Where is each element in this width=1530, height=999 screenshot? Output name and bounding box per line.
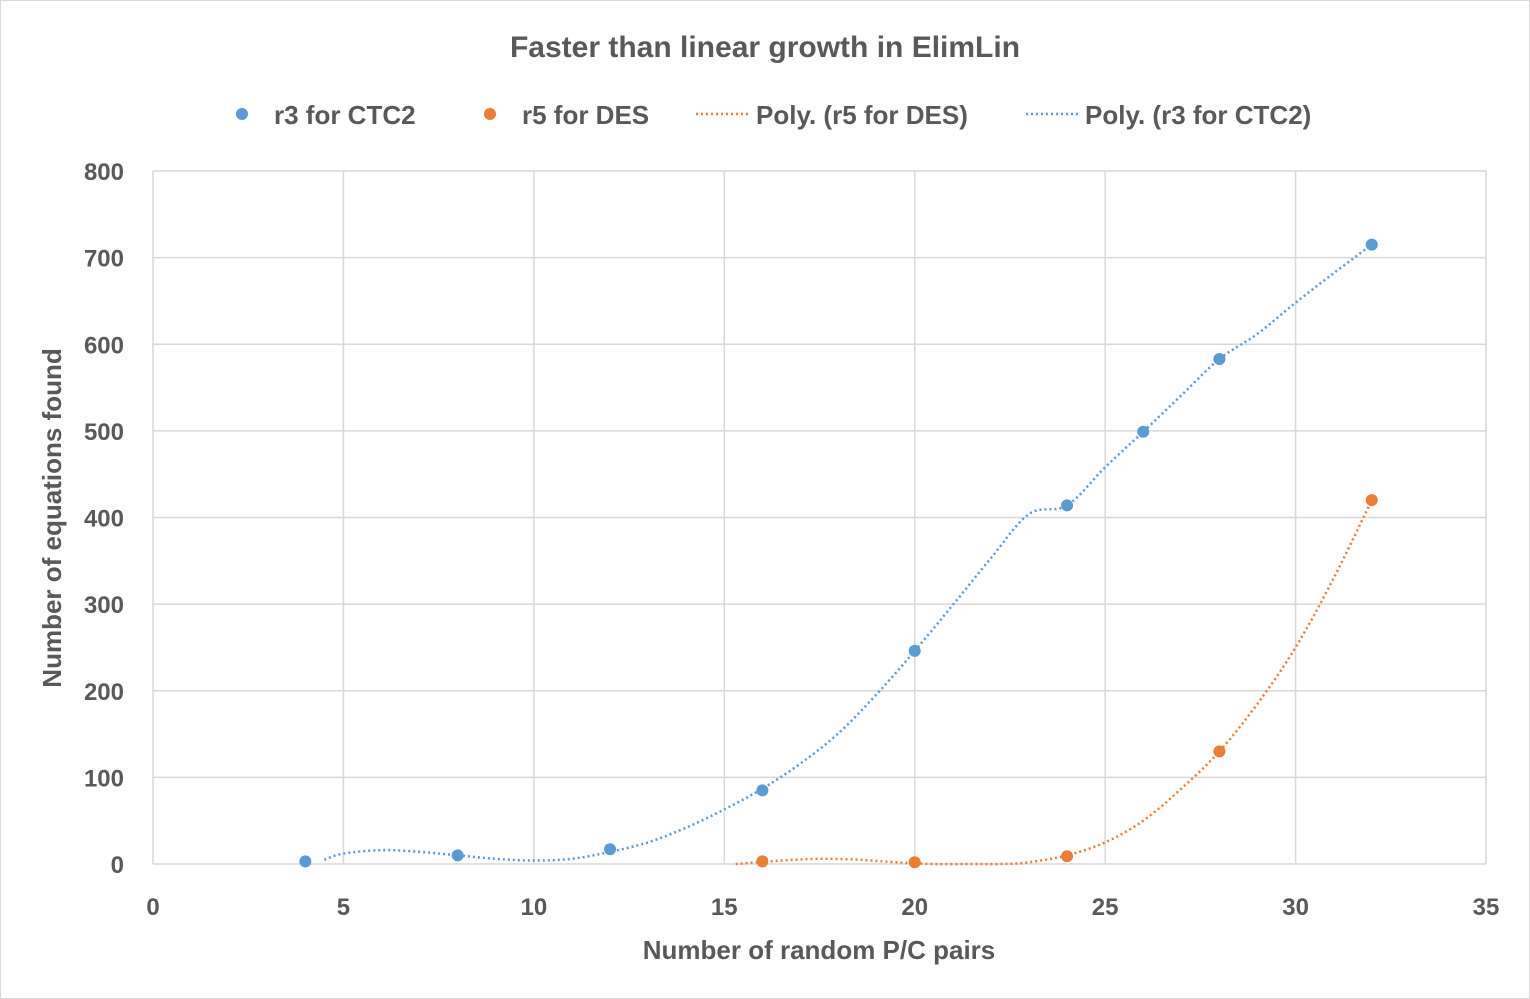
data-point-r3-ctc2[interactable] xyxy=(756,784,769,797)
y-tick-label: 300 xyxy=(84,592,124,619)
data-point-r5-des[interactable] xyxy=(1213,745,1226,758)
legend-item-poly-r3-ctc2[interactable]: Poly. (r3 for CTC2) xyxy=(1026,100,1311,130)
data-point-r3-ctc2[interactable] xyxy=(1213,352,1226,365)
data-point-r3-ctc2[interactable] xyxy=(451,849,464,862)
data-point-r3-ctc2[interactable] xyxy=(1365,238,1378,251)
data-point-r3-ctc2[interactable] xyxy=(604,843,617,856)
legend-item-poly-r5-des[interactable]: Poly. (r5 for DES) xyxy=(696,100,968,130)
data-point-r3-ctc2[interactable] xyxy=(1061,499,1074,512)
y-tick-labels: 0 100 200 300 400 500 600 700 800 xyxy=(84,159,124,879)
data-point-r3-ctc2[interactable] xyxy=(299,855,312,868)
data-point-r3-ctc2[interactable] xyxy=(1137,425,1150,438)
data-point-r5-des[interactable] xyxy=(756,855,769,868)
x-axis-title: Number of random P/C pairs xyxy=(643,935,996,965)
data-point-r5-des[interactable] xyxy=(1365,494,1378,507)
y-tick-label: 700 xyxy=(84,246,124,273)
x-tick-label: 20 xyxy=(901,894,928,921)
x-tick-label: 30 xyxy=(1282,894,1309,921)
y-tick-label: 400 xyxy=(84,506,124,533)
legend-item-r5-des[interactable]: r5 for DES xyxy=(484,100,649,130)
y-tick-label: 500 xyxy=(84,419,124,446)
x-tick-label: 25 xyxy=(1092,894,1119,921)
legend-label-poly-r3-ctc2: Poly. (r3 for CTC2) xyxy=(1085,100,1311,130)
x-tick-labels: 0 5 10 15 20 25 30 35 xyxy=(146,894,1499,921)
legend: r3 for CTC2 r5 for DES Poly. (r5 for DES… xyxy=(236,100,1311,130)
y-tick-label: 0 xyxy=(111,852,124,879)
legend-label-r5-des: r5 for DES xyxy=(522,100,649,130)
data-point-r5-des[interactable] xyxy=(1061,850,1074,863)
trendline-poly-r3-ctc2 xyxy=(323,243,1373,862)
chart-title: Faster than linear growth in ElimLin xyxy=(510,31,1020,64)
x-tick-label: 15 xyxy=(711,894,738,921)
x-tick-label: 35 xyxy=(1473,894,1500,921)
legend-marker-r5-des xyxy=(484,108,496,120)
x-tick-label: 5 xyxy=(337,894,350,921)
trendlines xyxy=(323,243,1373,866)
legend-label-poly-r5-des: Poly. (r5 for DES) xyxy=(756,100,968,130)
y-tick-label: 100 xyxy=(84,765,124,792)
data-point-r3-ctc2[interactable] xyxy=(908,644,921,657)
x-tick-label: 10 xyxy=(521,894,548,921)
y-tick-label: 600 xyxy=(84,332,124,359)
gridlines xyxy=(152,170,1487,865)
legend-label-r3-ctc2: r3 for CTC2 xyxy=(274,100,416,130)
legend-item-r3-ctc2[interactable]: r3 for CTC2 xyxy=(236,100,416,130)
trendline-poly-r5-des xyxy=(735,499,1373,866)
data-point-r5-des[interactable] xyxy=(908,856,921,869)
y-axis-title: Number of equations found xyxy=(37,348,67,687)
legend-marker-r3-ctc2 xyxy=(236,108,248,120)
data-points xyxy=(299,238,1378,869)
y-tick-label: 800 xyxy=(84,159,124,186)
y-tick-label: 200 xyxy=(84,679,124,706)
x-tick-label: 0 xyxy=(146,894,159,921)
